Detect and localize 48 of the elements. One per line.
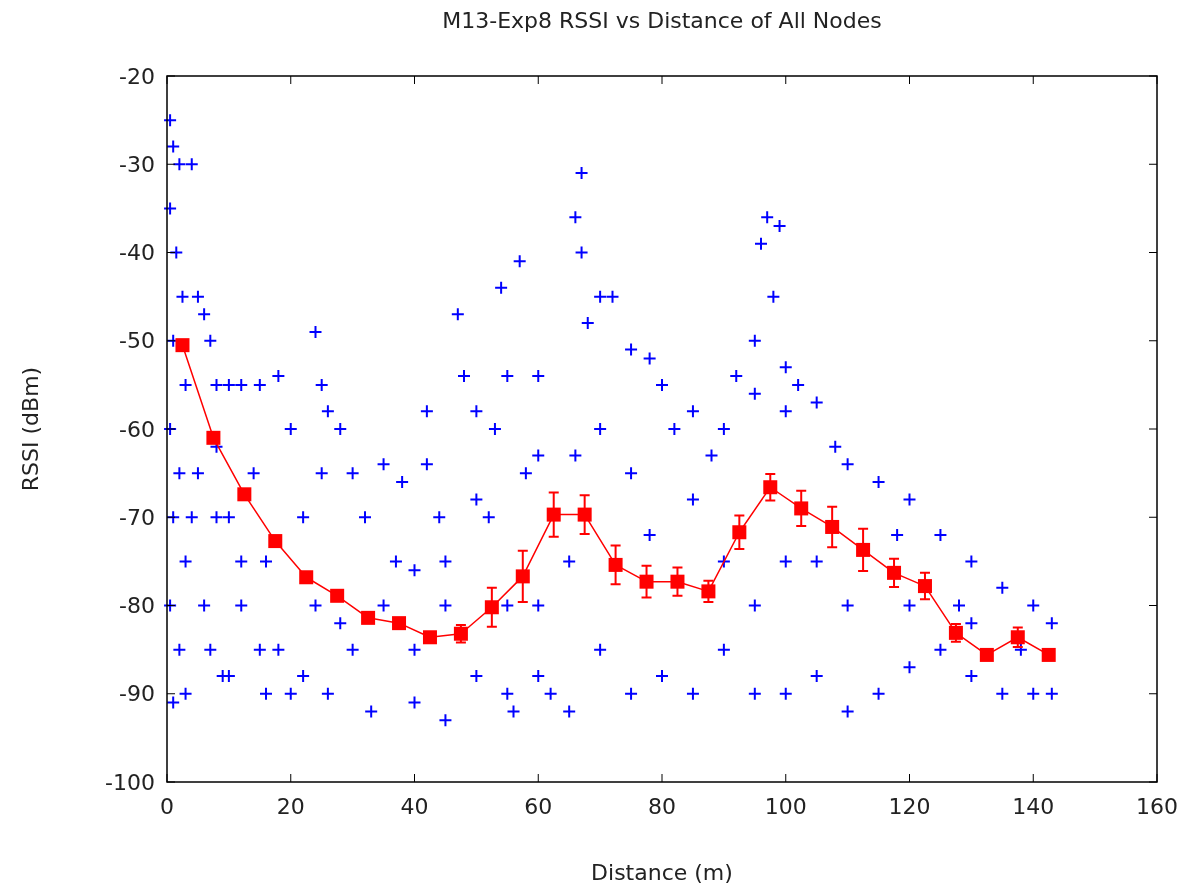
y-tick-label: -70	[119, 504, 155, 530]
x-tick-label: 100	[764, 794, 807, 819]
point	[299, 570, 314, 585]
point	[701, 584, 716, 599]
x-tick-label: 20	[276, 794, 305, 819]
x-tick-label: 60	[524, 794, 553, 819]
point	[887, 565, 902, 580]
point	[515, 569, 530, 584]
point	[1041, 647, 1056, 662]
y-tick-label: -40	[119, 240, 155, 266]
x-tick-label: 40	[400, 794, 429, 819]
y-tick-label: -50	[119, 328, 155, 354]
point	[825, 519, 840, 534]
point	[979, 647, 994, 662]
point	[392, 616, 407, 631]
point	[546, 507, 561, 522]
point	[763, 480, 778, 495]
point	[206, 430, 221, 445]
y-tick-label: -100	[105, 769, 155, 795]
x-axis-title: Distance (m)	[591, 860, 733, 885]
point	[484, 600, 499, 615]
x-tick-label: 120	[888, 794, 931, 819]
y-tick-label: -90	[119, 681, 155, 707]
point	[577, 507, 592, 522]
y-tick-label: -80	[119, 593, 155, 619]
chart-title: M13-Exp8 RSSI vs Distance of All Nodes	[442, 8, 882, 33]
point	[732, 525, 747, 540]
point	[422, 630, 437, 645]
y-axis-title: RSSI (dBm)	[18, 366, 43, 492]
x-tick-label: 140	[1012, 794, 1055, 819]
point	[237, 487, 252, 502]
point	[608, 557, 623, 572]
point	[670, 574, 685, 589]
point	[1010, 630, 1025, 645]
point	[175, 338, 190, 353]
point	[856, 542, 871, 557]
point	[639, 574, 654, 589]
x-tick-label: 0	[160, 794, 174, 819]
point	[330, 588, 345, 603]
x-tick-label: 160	[1136, 794, 1178, 819]
x-tick-label: 80	[648, 794, 676, 819]
point	[361, 610, 376, 625]
point	[794, 501, 809, 516]
point	[917, 579, 932, 594]
point	[268, 534, 283, 549]
y-tick-label: -20	[119, 63, 155, 89]
y-tick-label: -30	[119, 151, 155, 177]
y-tick-label: -60	[119, 416, 155, 442]
